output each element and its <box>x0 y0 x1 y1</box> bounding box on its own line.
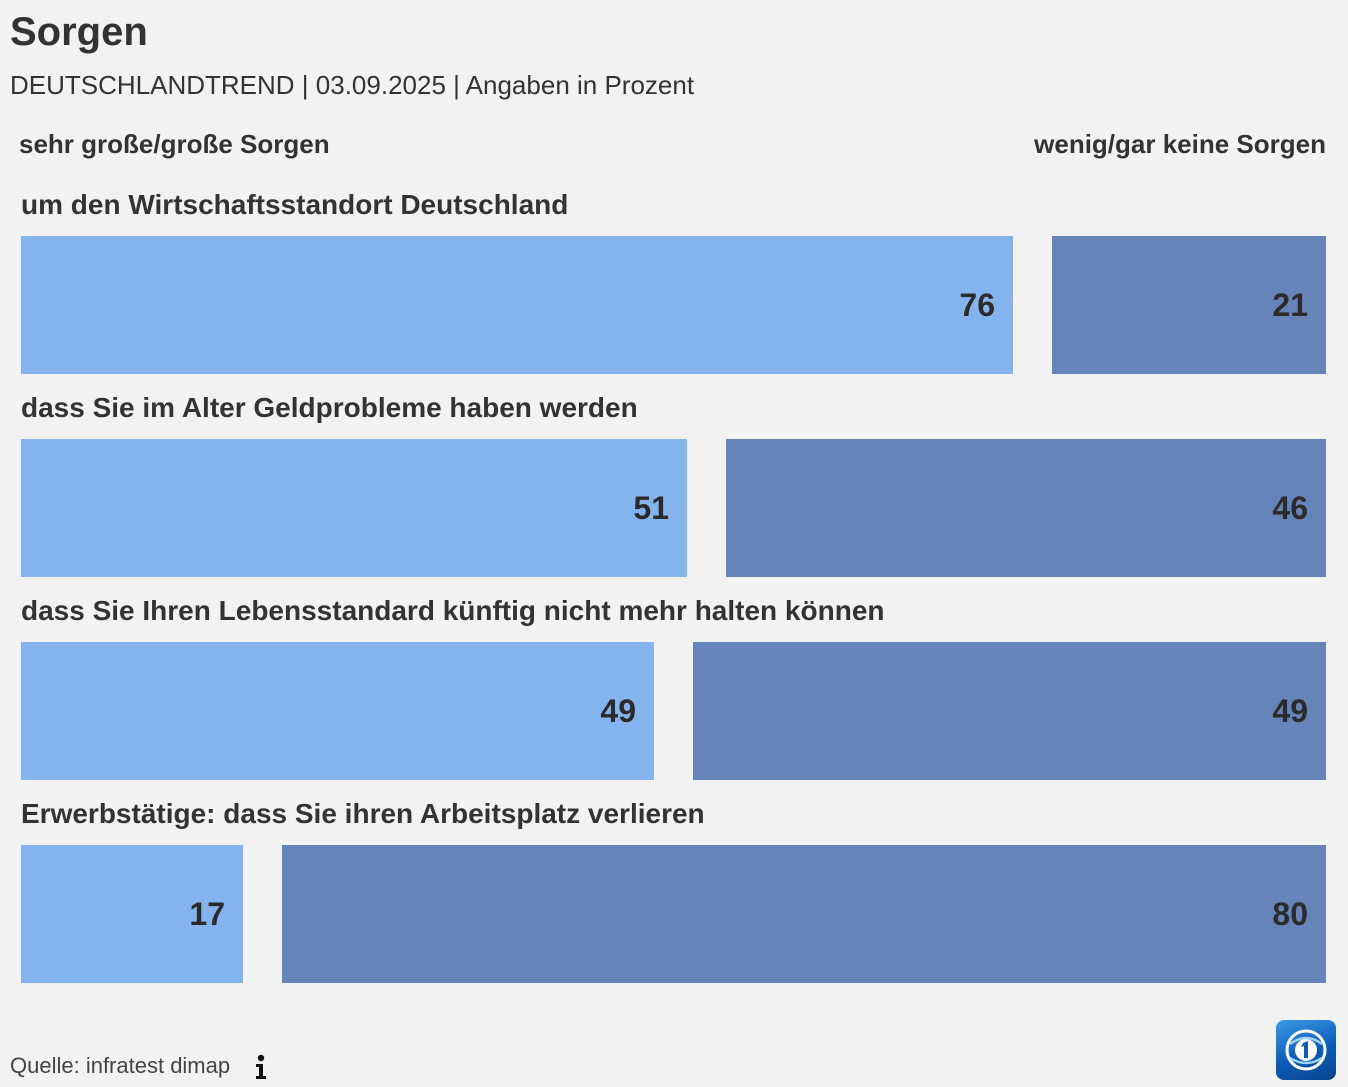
bar-no-concern: 80 <box>282 845 1326 983</box>
category-label: dass Sie im Alter Geldprobleme haben wer… <box>21 392 638 423</box>
bar-value-label: 46 <box>1272 490 1308 526</box>
info-icon[interactable] <box>250 1052 272 1082</box>
bar-value-label: 80 <box>1272 896 1308 932</box>
legend-concern: sehr große/große Sorgen <box>19 129 330 159</box>
bar-concern: 49 <box>21 642 654 780</box>
bar-concern: 51 <box>21 439 687 577</box>
bar-value-label: 51 <box>633 490 669 526</box>
legend-no-concern: wenig/gar keine Sorgen <box>1034 129 1326 159</box>
bar-value-label: 49 <box>1272 693 1308 729</box>
source-text: Quelle: infratest dimap <box>10 1053 231 1078</box>
category-label: Erwerbstätige: dass Sie ihren Arbeitspla… <box>21 798 705 829</box>
bar-no-concern: 46 <box>726 439 1326 577</box>
bar-value-label: 17 <box>189 896 225 932</box>
tagesschau-logo[interactable] <box>1276 1020 1336 1080</box>
bar-no-concern: 49 <box>693 642 1326 780</box>
chart-title: Sorgen <box>10 10 148 54</box>
chart-subtitle: DEUTSCHLANDTREND | 03.09.2025 | Angaben … <box>10 70 695 100</box>
category-label: um den Wirtschaftsstandort Deutschland <box>21 189 569 220</box>
bar-no-concern: 21 <box>1052 236 1326 374</box>
bar-concern: 76 <box>21 236 1013 374</box>
bar-concern: 17 <box>21 845 243 983</box>
bar-value-label: 76 <box>959 287 995 323</box>
bar-value-label: 21 <box>1272 287 1308 323</box>
category-label: dass Sie Ihren Lebensstandard künftig ni… <box>21 595 885 626</box>
bar-value-label: 49 <box>600 693 636 729</box>
